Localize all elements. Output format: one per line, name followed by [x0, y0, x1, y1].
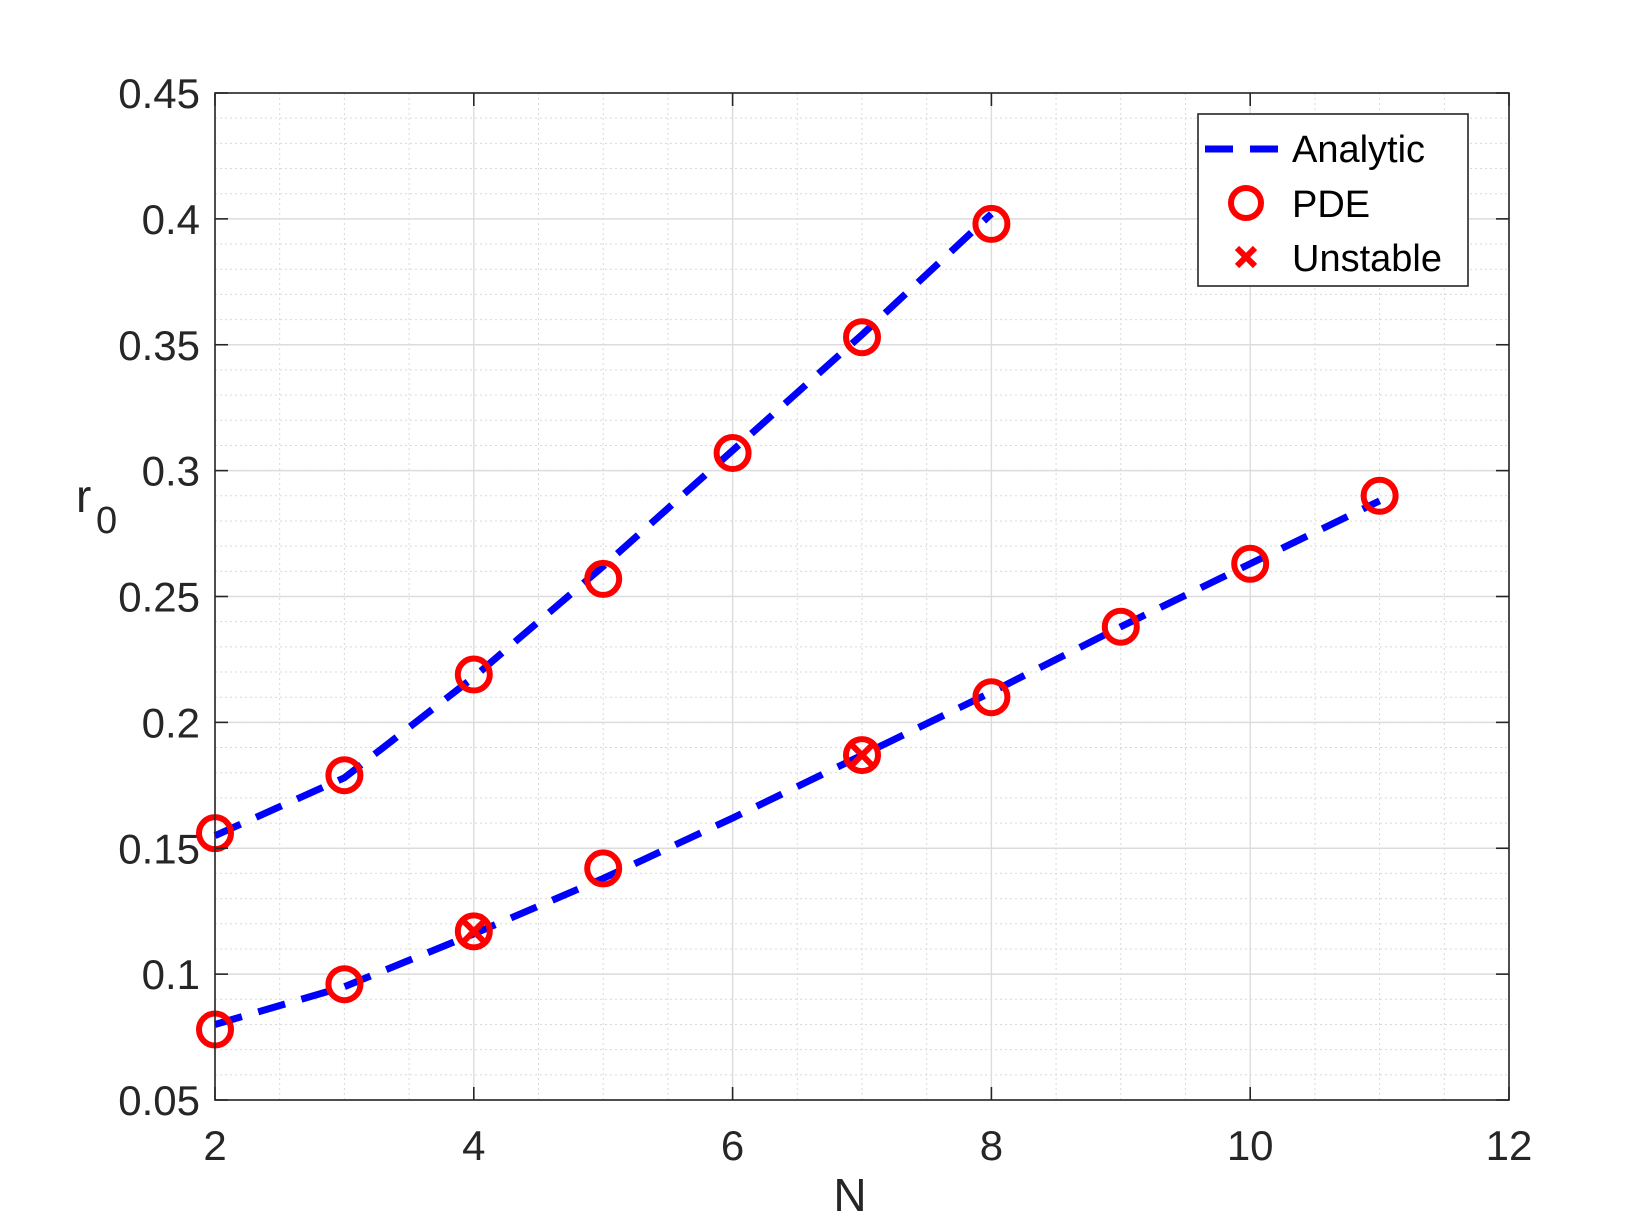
x-tick-labels: 2 4 6 8 10 12	[203, 1122, 1532, 1169]
legend-entry-pde: PDE	[1228, 184, 1370, 226]
x-tick-label: 10	[1227, 1122, 1274, 1169]
pde-point	[1101, 607, 1140, 646]
pde-point	[325, 756, 364, 795]
legend: Analytic PDE Unstable	[1197, 113, 1469, 287]
legend-label-unstable: Unstable	[1292, 238, 1442, 280]
y-tick-label: 0.05	[118, 1077, 200, 1124]
x-axis-label: N	[833, 1169, 866, 1221]
pde-point	[713, 434, 752, 473]
legend-label-pde: PDE	[1292, 184, 1370, 226]
y-axis-label-subscript: 0	[96, 500, 117, 542]
pde-point	[843, 736, 881, 775]
tick-marks	[214, 92, 1510, 1101]
y-tick-label: 0.1	[142, 951, 200, 998]
pde-point	[584, 849, 623, 888]
y-axis-label-main: r	[76, 470, 91, 522]
legend-label-analytic: Analytic	[1292, 129, 1425, 171]
pde-point	[454, 655, 493, 694]
legend-entry-analytic: Analytic	[1205, 129, 1425, 171]
legend-swatch-pde	[1228, 185, 1264, 221]
y-tick-label: 0.4	[142, 196, 200, 243]
y-tick-label: 0.2	[142, 699, 200, 746]
y-axis-label: r 0	[76, 470, 117, 542]
pde-point	[584, 559, 623, 598]
pde-point	[1360, 476, 1399, 515]
legend-entry-unstable: Unstable	[1234, 238, 1442, 280]
x-tick-label: 6	[721, 1122, 744, 1169]
pde-point	[325, 965, 364, 1004]
y-tick-label: 0.15	[118, 825, 200, 872]
unstable-point	[848, 741, 876, 769]
pde-point	[972, 204, 1011, 243]
x-tick-label: 2	[203, 1122, 226, 1169]
pde-point	[972, 678, 1011, 717]
pde-point	[1231, 544, 1270, 583]
analytic-curve	[214, 497, 1382, 1028]
pde-point	[843, 318, 881, 357]
legend-swatch-unstable	[1234, 245, 1258, 269]
x-tick-label: 4	[462, 1122, 485, 1169]
y-tick-labels: 0.05 0.1 0.15 0.2 0.25 0.3 0.35 0.4 0.45	[118, 70, 200, 1124]
x-tick-label: 12	[1486, 1122, 1533, 1169]
unstable-point	[460, 918, 487, 945]
y-tick-label: 0.25	[118, 574, 200, 621]
y-tick-label: 0.35	[118, 322, 200, 369]
analytic-curve	[213, 211, 994, 839]
pde-point	[454, 912, 493, 951]
y-tick-label: 0.3	[142, 448, 200, 495]
y-tick-label: 0.45	[118, 70, 200, 117]
x-tick-label: 8	[980, 1122, 1003, 1169]
